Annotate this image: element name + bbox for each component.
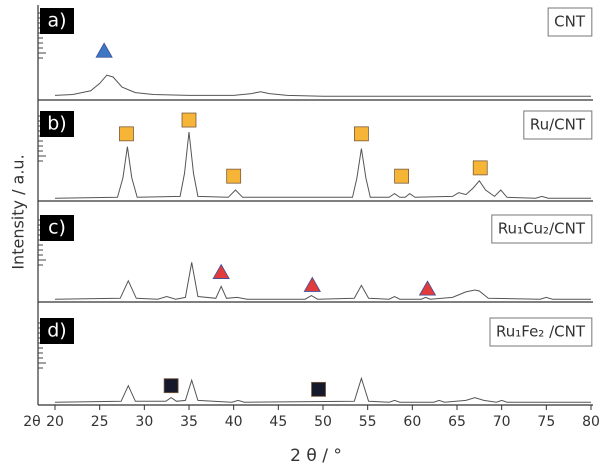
sample-name: Ru₁Cu₂/CNT [498,220,586,238]
square-marker [311,381,326,397]
xrd-pattern [54,376,591,403]
square-marker [119,126,134,142]
x-tick-label: 50 [314,414,332,430]
xrd-pattern [54,74,591,97]
sample-name-box [547,7,593,37]
x-axis-label: 2 θ / ° [290,446,342,466]
sample-name-box [489,317,593,347]
x-tick-label: 60 [403,414,421,430]
x-tick-label: 80 [582,414,600,430]
xrd-pattern [54,262,591,300]
x-tick-label: 25 [91,414,109,430]
panel-label-box [40,318,74,344]
sample-name-box [523,110,593,140]
x-tick-label: 75 [537,414,555,430]
x-tick-label: 55 [359,414,377,430]
triangle-marker [303,276,321,292]
x-tick-label: 20 [46,414,64,430]
panel-label: d) [47,320,66,342]
panel-label-box [40,8,74,34]
triangle-marker [212,263,230,279]
sample-name-box [491,214,593,244]
sample-name: Ru/CNT [530,116,586,134]
triangle-marker [418,280,437,296]
sample-name: CNT [554,13,586,31]
x-tick-label: 65 [448,414,466,430]
square-marker [472,160,488,176]
x-tick-label: 30 [135,414,153,430]
square-marker [181,112,197,128]
panel-label: b) [47,113,66,135]
square-marker [226,168,242,184]
panel-label-box [40,215,74,241]
triangle-marker [95,42,113,58]
square-marker [354,126,369,142]
x-tick-label: 40 [225,414,243,430]
sample-name: Ru₁Fe₂ /CNT [496,323,586,341]
x-axis-symbol: 2θ [23,414,40,430]
x-tick-label: 70 [493,414,511,430]
square-marker [163,378,179,394]
panel-label-box [40,111,74,137]
y-axis-label: Intensity / a.u. [9,154,28,269]
square-marker [394,168,410,184]
x-tick-label: 35 [180,414,198,430]
panel-label: a) [47,10,66,32]
panel-label: c) [48,217,66,239]
x-tick-label: 45 [269,414,287,430]
xrd-pattern [54,131,591,199]
